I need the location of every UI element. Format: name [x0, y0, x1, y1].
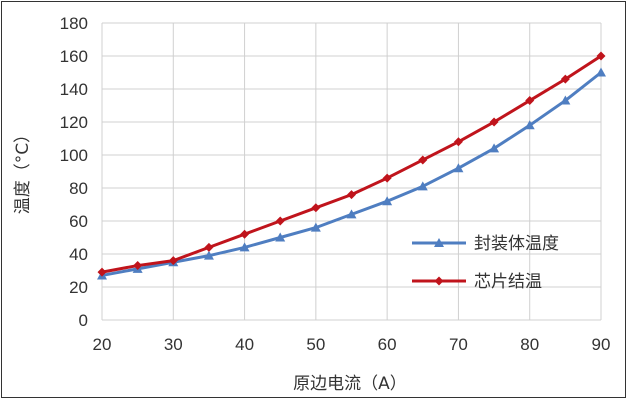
triangle-marker [596, 67, 606, 77]
y-tick-label: 20 [69, 278, 88, 297]
x-tick-label: 60 [378, 335, 397, 354]
y-axis-label: 温度（°C） [13, 126, 33, 214]
diamond-marker [240, 229, 250, 239]
diamond-marker [418, 155, 428, 165]
series-2 [97, 51, 606, 277]
triangle-marker [417, 181, 428, 191]
diamond-marker [489, 117, 499, 127]
legend-item: 芯片结温 [412, 272, 542, 292]
diamond-marker [453, 137, 463, 147]
triangle-marker [239, 242, 250, 252]
x-tick-label: 90 [592, 335, 611, 354]
series-layer [97, 51, 606, 280]
x-tick-label: 50 [306, 335, 325, 354]
x-axis-label: 原边电流（A） [293, 374, 407, 394]
x-tick-label: 30 [164, 335, 183, 354]
y-tick-label: 140 [60, 80, 88, 99]
y-tick-label: 160 [60, 47, 88, 66]
legend-item: 封装体温度 [412, 234, 559, 254]
y-tick-label: 120 [60, 113, 88, 132]
diamond-marker [168, 256, 178, 266]
triangle-marker [275, 232, 286, 242]
diamond-marker [434, 276, 444, 286]
y-tick-label: 40 [69, 245, 88, 264]
triangle-marker [524, 120, 535, 130]
triangle-marker [434, 238, 444, 247]
diamond-marker [560, 74, 570, 84]
y-axis-ticks: 0 20 40 60 80 100 120 140 160 180 [60, 14, 88, 330]
diamond-marker [382, 173, 392, 183]
triangle-marker [346, 209, 357, 219]
y-tick-label: 180 [60, 14, 88, 33]
triangle-marker [382, 196, 393, 206]
grid-lines [101, 22, 602, 321]
x-tick-label: 70 [449, 335, 468, 354]
diamond-marker [204, 242, 214, 252]
diamond-marker [275, 216, 285, 226]
triangle-marker [489, 143, 500, 153]
y-tick-label: 80 [69, 179, 88, 198]
diamond-marker [525, 96, 535, 106]
diamond-marker [97, 267, 107, 277]
diamond-marker [596, 51, 606, 61]
x-axis-ticks: 20 30 40 50 60 70 80 90 [93, 335, 611, 354]
triangle-marker [453, 163, 464, 173]
legend-label: 芯片结温 [474, 272, 542, 292]
y-tick-label: 0 [79, 311, 88, 330]
diamond-marker [133, 261, 143, 271]
triangle-marker [560, 95, 571, 105]
legend-label: 封装体温度 [474, 234, 559, 254]
y-tick-label: 60 [69, 212, 88, 231]
x-tick-label: 80 [520, 335, 539, 354]
x-tick-label: 20 [93, 335, 112, 354]
diamond-marker [311, 203, 321, 213]
y-tick-label: 100 [60, 146, 88, 165]
x-tick-label: 40 [235, 335, 254, 354]
triangle-marker [203, 250, 214, 260]
triangle-marker [310, 222, 321, 232]
series-1 [97, 67, 606, 280]
diamond-marker [347, 190, 356, 200]
